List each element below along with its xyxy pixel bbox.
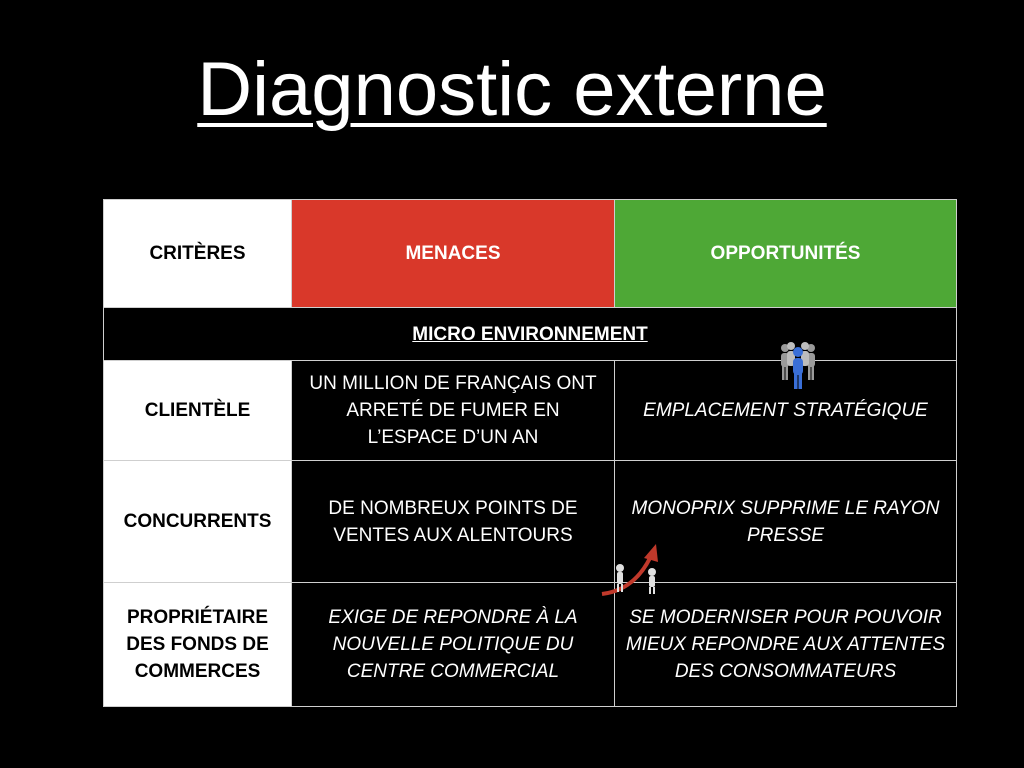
table-row: PROPRIÉTAIRE DES FONDS DE COMMERCES EXIG… [103,582,957,707]
slide-title: Diagnostic externe [197,47,827,132]
section-row: MICRO ENVIRONNEMENT [103,307,957,361]
header-threats: MENACES [291,199,615,308]
growth-arrow-icon [601,544,658,596]
opportunity-cell: MONOPRIX SUPPRIME LE RAYON PRESSE [614,460,957,583]
threat-cell: UN MILLION DE FRANÇAIS ONT ARRETÉ DE FUM… [291,360,615,461]
threat-cell: EXIGE DE REPONDRE À LA NOUVELLE POLITIQU… [291,582,615,707]
section-title: MICRO ENVIRONNEMENT [103,307,957,361]
table-row: CONCURRENTS DE NOMBREUX POINTS DE VENTES… [103,460,957,583]
header-row: CRITÈRES MENACES OPPORTUNITÉS [103,199,957,308]
people-group-icon [781,342,815,389]
swot-table: CRITÈRES MENACES OPPORTUNITÉS MICRO ENVI… [103,199,957,707]
criterion-cell: CONCURRENTS [103,460,292,583]
threat-cell: DE NOMBREUX POINTS DE VENTES AUX ALENTOU… [291,460,615,583]
header-criteria: CRITÈRES [103,199,292,308]
criterion-cell: CLIENTÈLE [103,360,292,461]
table-row: CLIENTÈLE UN MILLION DE FRANÇAIS ONT ARR… [103,360,957,461]
header-opportunities: OPPORTUNITÉS [614,199,957,308]
opportunity-cell: SE MODERNISER POUR POUVOIR MIEUX REPONDR… [614,582,957,707]
criterion-cell: PROPRIÉTAIRE DES FONDS DE COMMERCES [103,582,292,707]
